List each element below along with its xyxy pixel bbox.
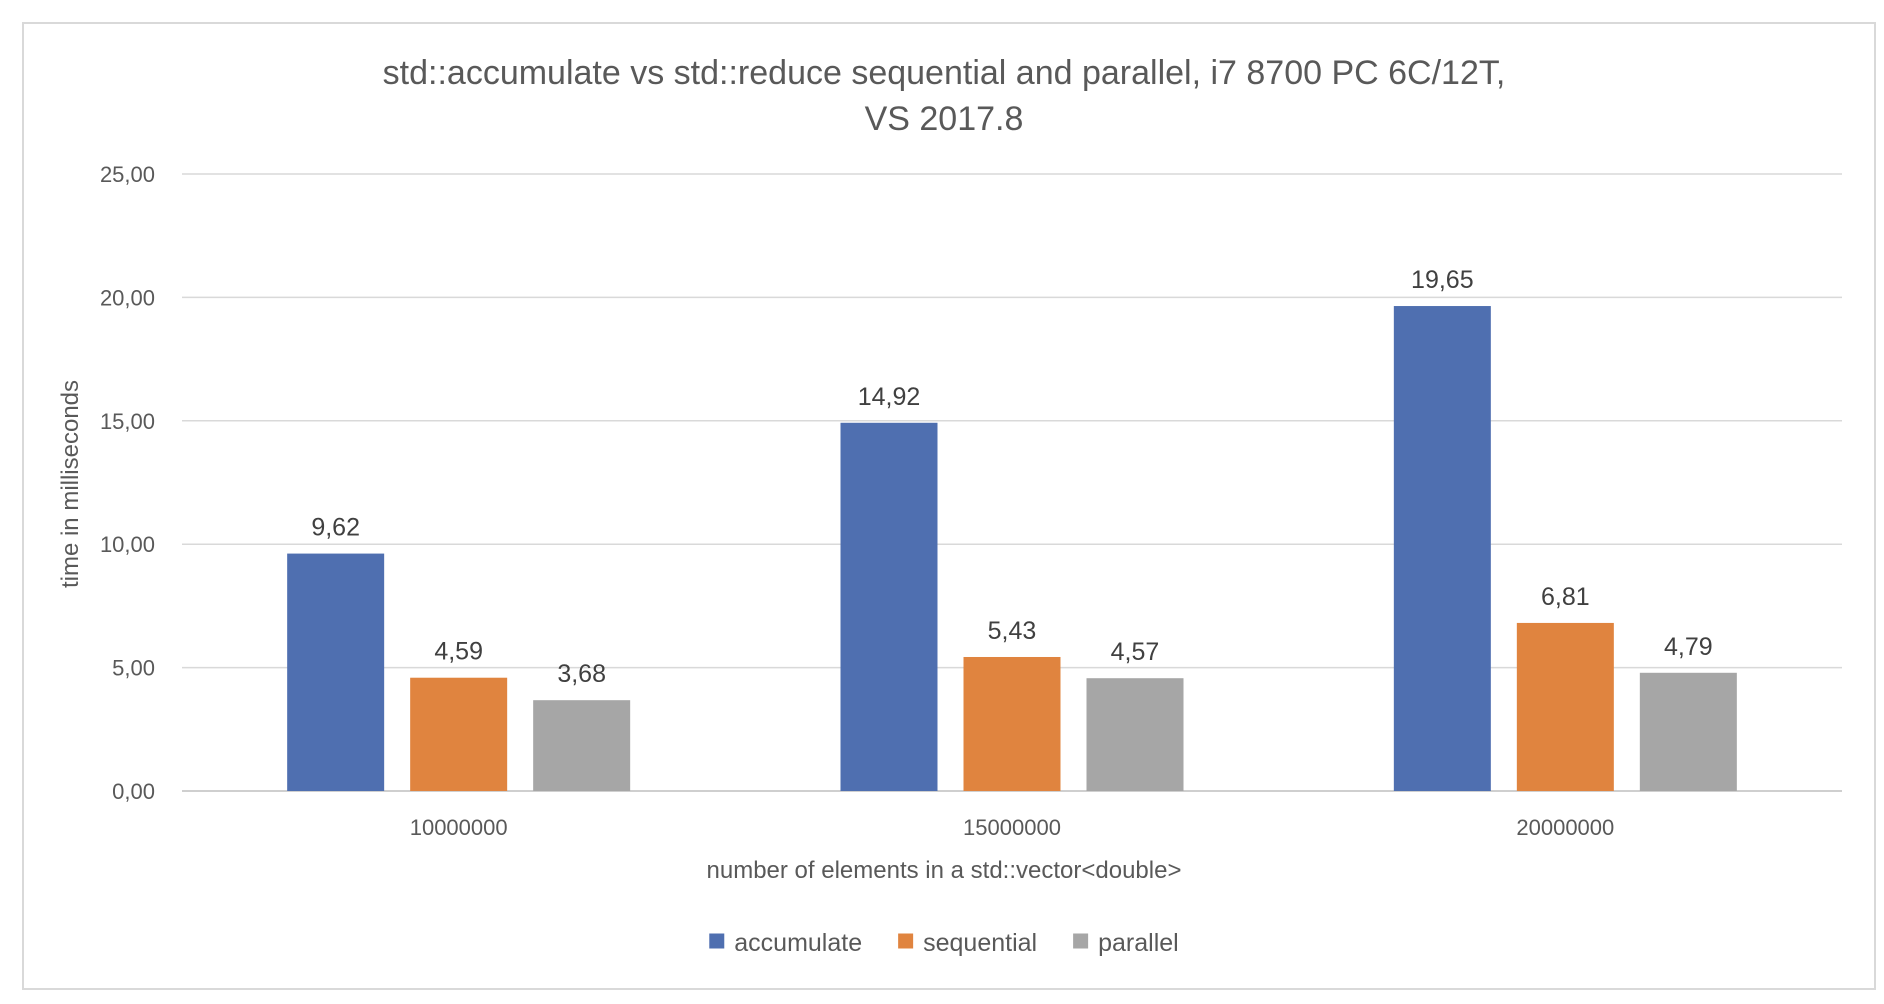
bar-accumulate-15000000	[840, 422, 938, 791]
bar-sequential-15000000	[963, 656, 1061, 791]
x-axis-label: number of elements in a std::vector<doub…	[707, 857, 1182, 884]
data-label-sequential-10000000: 4,59	[434, 638, 483, 666]
data-label-parallel-10000000: 3,68	[557, 660, 606, 688]
chart-title-line-1: std::accumulate vs std::reduce sequentia…	[383, 54, 1506, 92]
bar-sequential-20000000	[1516, 622, 1614, 791]
y-tick-label: 25,00	[100, 162, 155, 187]
legend-swatch-sequential	[898, 933, 914, 949]
chart-title: std::accumulate vs std::reduce sequentia…	[383, 54, 1506, 138]
y-axis-ticks: 0,00 5,00 10,00 15,00 20,00 25,00	[100, 162, 155, 804]
bar-accumulate-10000000	[287, 553, 385, 791]
chart-title-line-2: VS 2017.8	[865, 100, 1024, 138]
y-tick-label: 10,00	[100, 532, 155, 557]
x-category-label: 10000000	[410, 815, 508, 840]
legend-swatch-parallel	[1073, 933, 1089, 949]
legend-label-parallel: parallel	[1098, 929, 1179, 957]
legend-label-sequential: sequential	[923, 929, 1037, 957]
legend-label-accumulate: accumulate	[734, 929, 862, 957]
y-tick-label: 20,00	[100, 285, 155, 310]
bar-accumulate-20000000	[1393, 306, 1491, 791]
data-label-accumulate-15000000: 14,92	[858, 383, 921, 411]
y-tick-label: 0,00	[112, 779, 155, 804]
data-label-parallel-20000000: 4,79	[1664, 633, 1713, 661]
data-label-accumulate-20000000: 19,65	[1411, 266, 1474, 294]
y-axis-label: time in milliseconds	[57, 380, 84, 588]
data-labels: 9,62 4,59 3,68 14,92 5,43 4,57 19,65 6,81 4,79	[311, 266, 1712, 688]
bars	[287, 306, 1737, 791]
legend-item-accumulate: accumulate	[709, 929, 862, 957]
x-axis-categories: 10000000 15000000 20000000	[410, 815, 1615, 840]
chart-frame	[22, 22, 1876, 990]
y-tick-label: 5,00	[112, 656, 155, 681]
legend-swatch-accumulate	[709, 933, 725, 949]
x-category-label: 15000000	[963, 815, 1061, 840]
bar-parallel-20000000	[1639, 672, 1737, 791]
bar-parallel-10000000	[533, 700, 631, 791]
data-label-parallel-15000000: 4,57	[1111, 638, 1160, 666]
y-tick-label: 15,00	[100, 409, 155, 434]
data-label-sequential-15000000: 5,43	[988, 617, 1037, 645]
data-label-accumulate-10000000: 9,62	[311, 514, 360, 542]
bar-sequential-10000000	[410, 677, 508, 791]
legend-item-sequential: sequential	[898, 929, 1037, 957]
data-label-sequential-20000000: 6,81	[1541, 583, 1590, 611]
x-category-label: 20000000	[1516, 815, 1614, 840]
legend: accumulate sequential parallel	[709, 929, 1179, 957]
bar-parallel-15000000	[1086, 678, 1184, 791]
legend-item-parallel: parallel	[1073, 929, 1179, 957]
